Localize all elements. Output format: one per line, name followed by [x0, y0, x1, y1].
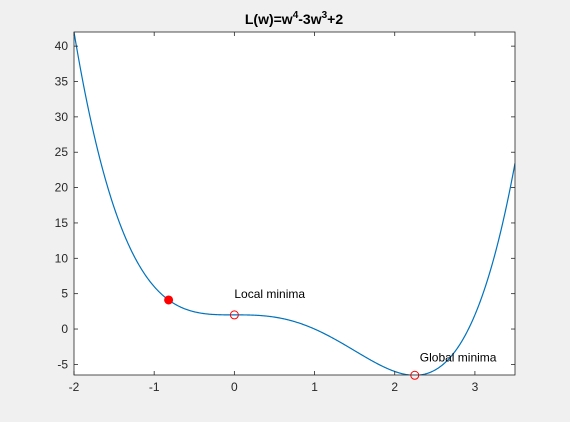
y-tick-label: 15: [55, 216, 69, 230]
title-superscript: 3: [322, 10, 328, 21]
title-segment: +2: [327, 11, 343, 27]
x-tick-label: -1: [149, 380, 160, 394]
x-tick-label: 3: [472, 380, 479, 394]
x-tick-label: 2: [391, 380, 398, 394]
loss-curve: [74, 32, 515, 375]
y-tick-label: 30: [55, 110, 69, 124]
marker-layer: [164, 295, 420, 380]
y-tick-label: 20: [55, 181, 69, 195]
chart-title: L(w)=w4-3w3+2: [245, 10, 343, 27]
y-tick-label: 25: [55, 145, 69, 159]
title-segment: -3w: [298, 11, 321, 27]
x-tick-label: 1: [311, 380, 318, 394]
minimum-marker: [229, 310, 239, 320]
tick-layer: -2 -1 0 1 2 3 -5 0 5 10 15 20 25 30 35 40: [55, 32, 515, 394]
title-superscript: 4: [293, 10, 299, 21]
x-tick-label: -2: [69, 380, 80, 394]
plot-area: [74, 32, 515, 375]
y-tick-label: 10: [55, 251, 69, 265]
y-tick-label: 40: [55, 39, 69, 53]
annotation-label: Local minima: [234, 287, 305, 301]
x-tick-label: 0: [231, 380, 238, 394]
annotation-label: Global minima: [420, 350, 497, 364]
y-tick-label: 5: [61, 287, 68, 301]
curve-layer: [74, 32, 515, 375]
y-tick-label: 35: [55, 75, 69, 89]
annotation-layer: Local minima Global minima: [234, 287, 496, 364]
current-point-marker: [164, 295, 174, 305]
axes-box: [73, 31, 516, 376]
title-segment: L(w)=w: [245, 11, 293, 27]
y-tick-label: -5: [57, 357, 68, 371]
y-tick-label: 0: [61, 322, 68, 336]
